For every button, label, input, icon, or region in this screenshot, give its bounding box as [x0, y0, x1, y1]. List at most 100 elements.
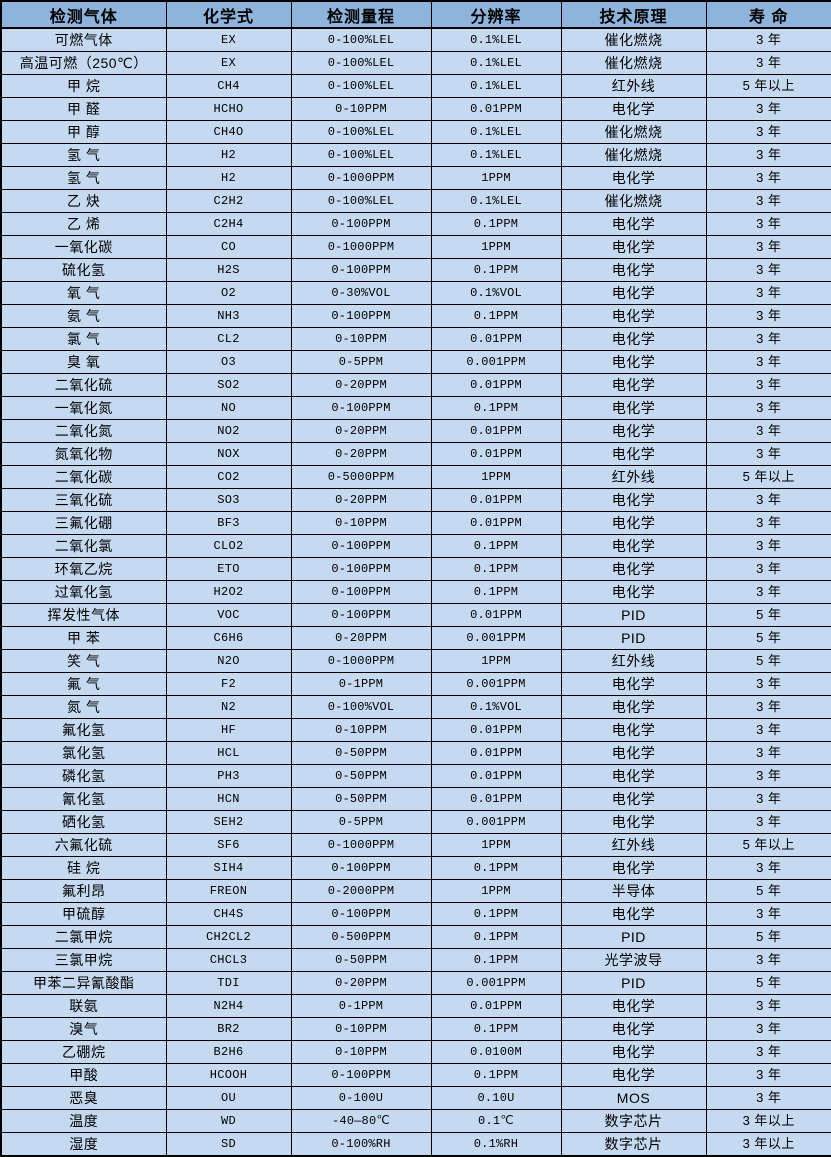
cell-formula: CO — [165, 235, 292, 259]
cell-tech: 催化燃烧 — [560, 27, 707, 52]
cell-formula: H2 — [165, 166, 292, 190]
table-row: 氯化氢 HCL 0-50PPM 0.01PPM 电化学 3 年 — [0, 741, 831, 765]
cell-gas: 硫化氢 — [0, 258, 167, 282]
cell-tech: PID — [560, 626, 707, 650]
cell-tech: 电化学 — [560, 511, 707, 535]
cell-life: 5 年 — [705, 971, 831, 995]
cell-gas: 氧 气 — [0, 281, 167, 305]
cell-range: 0-100%LEL — [290, 143, 432, 167]
cell-range: 0-100PPM — [290, 258, 432, 282]
cell-range: 0-30%VOL — [290, 281, 432, 305]
cell-gas: 氨 气 — [0, 304, 167, 328]
cell-resolution: 0.01PPM — [430, 764, 562, 788]
table-row: 氧 气 O2 0-30%VOL 0.1%VOL 电化学 3 年 — [0, 281, 831, 305]
table-row: 甲 醛 HCHO 0-10PPM 0.01PPM 电化学 3 年 — [0, 97, 831, 121]
cell-tech: 电化学 — [560, 672, 707, 696]
cell-range: 0-100%LEL — [290, 51, 432, 75]
cell-gas: 甲苯二异氰酸酯 — [0, 971, 167, 995]
table-row: 挥发性气体 VOC 0-100PPM 0.01PPM PID 5 年 — [0, 603, 831, 627]
cell-range: -40—80℃ — [290, 1109, 432, 1133]
cell-tech: 电化学 — [560, 212, 707, 236]
cell-gas: 氯 气 — [0, 327, 167, 351]
cell-life: 5 年 — [705, 925, 831, 949]
cell-life: 3 年 — [705, 120, 831, 144]
cell-life: 3 年 — [705, 557, 831, 581]
cell-gas: 高温可燃（250℃） — [0, 51, 167, 75]
table-row: 氟 气 F2 0-1PPM 0.001PPM 电化学 3 年 — [0, 672, 831, 696]
cell-tech: 电化学 — [560, 281, 707, 305]
table-row: 氮 气 N2 0-100%VOL 0.1%VOL 电化学 3 年 — [0, 695, 831, 719]
cell-resolution: 0.1PPM — [430, 856, 562, 880]
cell-gas: 二氧化氯 — [0, 534, 167, 558]
cell-tech: 电化学 — [560, 856, 707, 880]
cell-resolution: 0.001PPM — [430, 971, 562, 995]
cell-formula: C2H2 — [165, 189, 292, 213]
cell-tech: 电化学 — [560, 580, 707, 604]
cell-formula: SIH4 — [165, 856, 292, 880]
cell-resolution: 0.1%RH — [430, 1132, 562, 1157]
cell-gas: 甲 苯 — [0, 626, 167, 650]
cell-formula: CH4S — [165, 902, 292, 926]
table-row: 溴气 BR2 0-10PPM 0.1PPM 电化学 3 年 — [0, 1017, 831, 1041]
cell-life: 3 年 — [705, 350, 831, 374]
cell-life: 3 年 — [705, 695, 831, 719]
cell-gas: 甲 醇 — [0, 120, 167, 144]
table-row: 硫化氢 H2S 0-100PPM 0.1PPM 电化学 3 年 — [0, 258, 831, 282]
cell-tech: 光学波导 — [560, 948, 707, 972]
cell-life: 3 年 — [705, 419, 831, 443]
cell-life: 3 年 — [705, 534, 831, 558]
table-row: 乙硼烷 B2H6 0-10PPM 0.0100M 电化学 3 年 — [0, 1040, 831, 1064]
cell-formula: FREON — [165, 879, 292, 903]
cell-gas: 一氧化碳 — [0, 235, 167, 259]
cell-life: 3 年 — [705, 948, 831, 972]
table-row: 过氧化氢 H2O2 0-100PPM 0.1PPM 电化学 3 年 — [0, 580, 831, 604]
table-header: 检测气体 化学式 检测量程 分辨率 技术原理 寿 命 — [0, 0, 831, 29]
cell-formula: CH4 — [165, 74, 292, 98]
cell-formula: SO2 — [165, 373, 292, 397]
cell-life: 3 年 — [705, 580, 831, 604]
cell-life: 3 年 — [705, 27, 831, 52]
table-row: 氯 气 CL2 0-10PPM 0.01PPM 电化学 3 年 — [0, 327, 831, 351]
cell-formula: SD — [165, 1132, 292, 1157]
cell-formula: ETO — [165, 557, 292, 581]
cell-formula: BF3 — [165, 511, 292, 535]
table-row: 甲硫醇 CH4S 0-100PPM 0.1PPM 电化学 3 年 — [0, 902, 831, 926]
cell-life: 3 年 — [705, 1017, 831, 1041]
cell-resolution: 0.01PPM — [430, 97, 562, 121]
cell-resolution: 0.1%LEL — [430, 51, 562, 75]
cell-life: 3 年 — [705, 97, 831, 121]
table-row: 湿度 SD 0-100%RH 0.1%RH 数字芯片 3 年以上 — [0, 1132, 831, 1157]
cell-gas: 甲硫醇 — [0, 902, 167, 926]
cell-resolution: 0.1PPM — [430, 1017, 562, 1041]
cell-tech: 电化学 — [560, 419, 707, 443]
cell-formula: HF — [165, 718, 292, 742]
cell-gas: 溴气 — [0, 1017, 167, 1041]
cell-formula: N2 — [165, 695, 292, 719]
cell-life: 5 年以上 — [705, 74, 831, 98]
cell-formula: PH3 — [165, 764, 292, 788]
cell-tech: 电化学 — [560, 741, 707, 765]
table-row: 乙 炔 C2H2 0-100%LEL 0.1%LEL 催化燃烧 3 年 — [0, 189, 831, 213]
cell-formula: EX — [165, 27, 292, 52]
cell-formula: HCOOH — [165, 1063, 292, 1087]
cell-life: 3 年 — [705, 51, 831, 75]
cell-range: 0-100%LEL — [290, 27, 432, 52]
cell-range: 0-20PPM — [290, 971, 432, 995]
cell-range: 0-100PPM — [290, 603, 432, 627]
cell-tech: 电化学 — [560, 718, 707, 742]
table-row: 二氧化碳 CO2 0-5000PPM 1PPM 红外线 5 年以上 — [0, 465, 831, 489]
cell-tech: 催化燃烧 — [560, 120, 707, 144]
cell-life: 3 年以上 — [705, 1132, 831, 1157]
cell-resolution: 0.1PPM — [430, 258, 562, 282]
cell-tech: 红外线 — [560, 74, 707, 98]
cell-life: 5 年以上 — [705, 465, 831, 489]
cell-range: 0-10PPM — [290, 1040, 432, 1064]
cell-resolution: 0.001PPM — [430, 350, 562, 374]
cell-range: 0-100PPM — [290, 580, 432, 604]
cell-formula: H2O2 — [165, 580, 292, 604]
cell-gas: 磷化氢 — [0, 764, 167, 788]
cell-resolution: 0.1%LEL — [430, 120, 562, 144]
cell-tech: 电化学 — [560, 1063, 707, 1087]
table-row: 氢 气 H2 0-100%LEL 0.1%LEL 催化燃烧 3 年 — [0, 143, 831, 167]
cell-range: 0-20PPM — [290, 488, 432, 512]
